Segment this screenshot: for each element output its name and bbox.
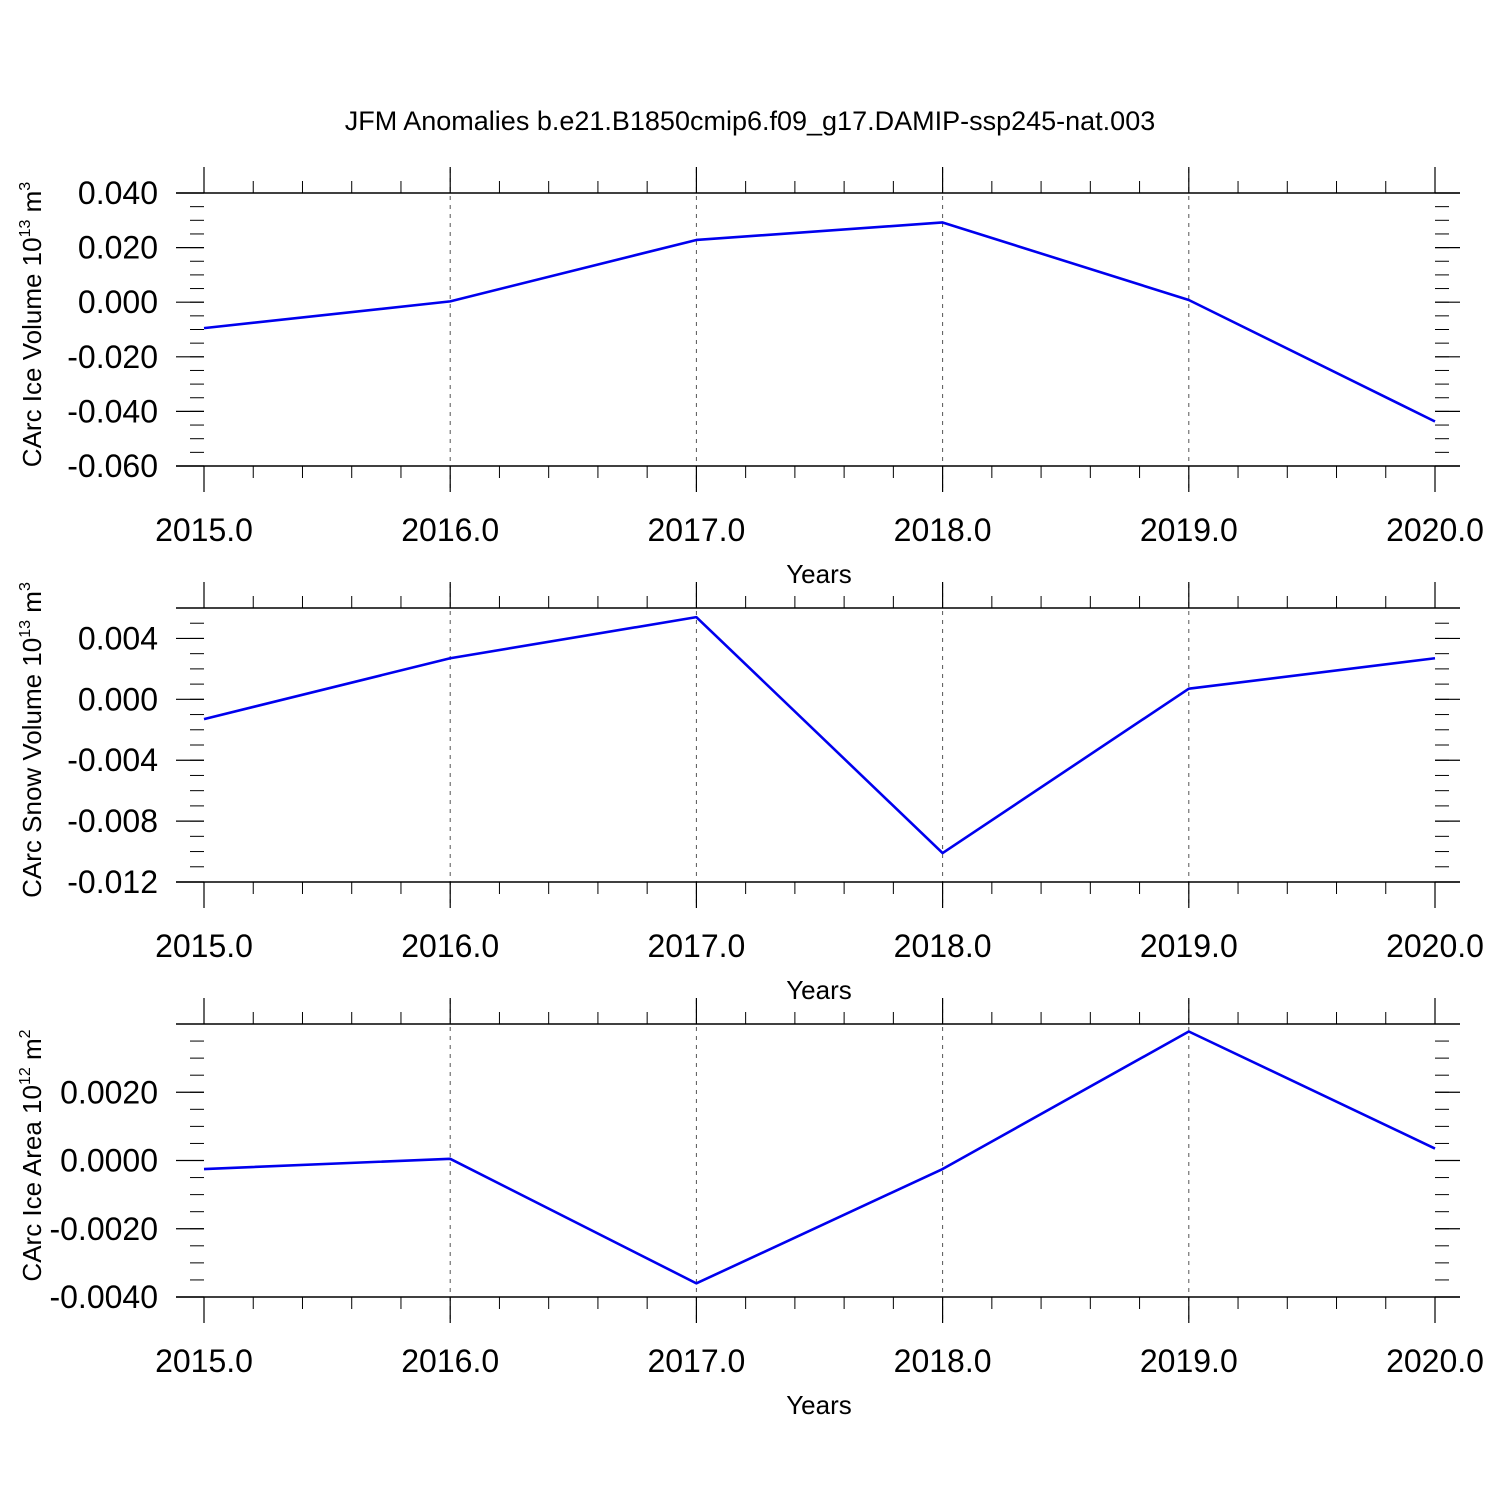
y-tick-label: 0.0020 bbox=[60, 1074, 158, 1110]
y-tick-label: -0.008 bbox=[67, 803, 158, 839]
y-tick-label: 0.000 bbox=[78, 681, 158, 717]
y-tick-label: -0.060 bbox=[67, 448, 158, 484]
series-line bbox=[203, 1030, 1436, 1285]
x-tick-label: 2016.0 bbox=[401, 512, 499, 548]
x-axis-title: Years bbox=[786, 559, 852, 589]
y-tick-label: -0.0040 bbox=[49, 1279, 158, 1315]
x-tick-label: 2018.0 bbox=[894, 1343, 992, 1379]
y-axis-title: CArc Ice Area 1012 m2 bbox=[17, 1029, 47, 1281]
y-tick-label: 0.040 bbox=[78, 175, 158, 211]
y-tick-label: 0.0000 bbox=[60, 1143, 158, 1179]
y-tick-label: -0.0020 bbox=[49, 1211, 158, 1247]
x-tick-label: 2020.0 bbox=[1386, 1343, 1484, 1379]
panel-1: 2015.0 2016.0 2017.0 2018.0 2019.0 2020.0 0.04… bbox=[17, 167, 1484, 589]
y-tick-label: -0.020 bbox=[67, 339, 158, 375]
x-tick-label: 2019.0 bbox=[1140, 928, 1238, 964]
x-tick-label: 2016.0 bbox=[401, 928, 499, 964]
y-axis-title: CArc Ice Volume 1013 m3 bbox=[17, 182, 47, 467]
x-tick-label: 2018.0 bbox=[894, 928, 992, 964]
figure-title: JFM Anomalies b.e21.B1850cmip6.f09_g17.D… bbox=[345, 106, 1155, 136]
x-tick-label: 2015.0 bbox=[155, 928, 253, 964]
panels: 2015.0 2016.0 2017.0 2018.0 2019.0 2020.0 0.04… bbox=[17, 167, 1484, 1420]
series-line bbox=[203, 615, 1436, 855]
y-tick-label: -0.012 bbox=[67, 864, 158, 900]
y-axis-title: CArc Snow Volume 1013 m3 bbox=[17, 582, 47, 898]
panel-2: 2015.0 2016.0 2017.0 2018.0 2019.0 2020.0 0.00… bbox=[17, 582, 1484, 1005]
y-tick-label: 0.004 bbox=[78, 620, 158, 656]
x-tick-label: 2020.0 bbox=[1386, 512, 1484, 548]
y-tick-label: 0.020 bbox=[78, 230, 158, 266]
x-tick-label: 2015.0 bbox=[155, 512, 253, 548]
y-tick-label: -0.004 bbox=[67, 742, 158, 778]
x-axis-title: Years bbox=[786, 975, 852, 1005]
series-line bbox=[203, 221, 1436, 423]
y-tick-label: -0.040 bbox=[67, 393, 158, 429]
x-axis-title: Years bbox=[786, 1390, 852, 1420]
panel-3: 2015.0 2016.0 2017.0 2018.0 2019.0 2020.0 0.00… bbox=[17, 998, 1484, 1420]
x-tick-label: 2015.0 bbox=[155, 1343, 253, 1379]
x-tick-label: 2020.0 bbox=[1386, 928, 1484, 964]
x-tick-label: 2016.0 bbox=[401, 1343, 499, 1379]
x-tick-label: 2018.0 bbox=[894, 512, 992, 548]
x-tick-label: 2019.0 bbox=[1140, 512, 1238, 548]
y-tick-label: 0.000 bbox=[78, 284, 158, 320]
x-tick-label: 2017.0 bbox=[647, 928, 745, 964]
x-tick-label: 2017.0 bbox=[647, 1343, 745, 1379]
x-tick-label: 2017.0 bbox=[647, 512, 745, 548]
x-tick-label: 2019.0 bbox=[1140, 1343, 1238, 1379]
